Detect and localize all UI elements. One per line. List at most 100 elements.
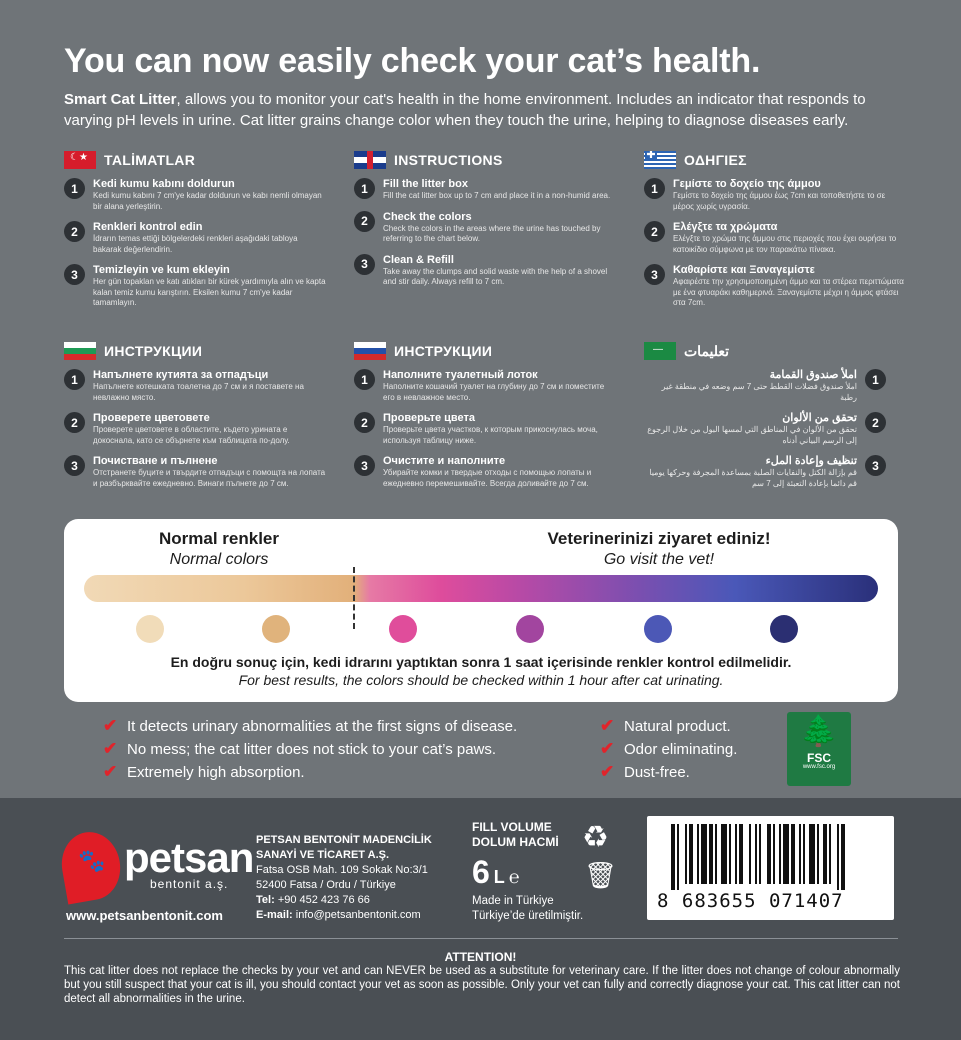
tr-flag-icon [64, 151, 96, 169]
step-title: Check the colors [383, 210, 472, 223]
step-title: Kedi kumu kabını doldurun [93, 178, 235, 190]
note-en: For best results, the colors should be c… [238, 672, 724, 688]
normal-colors-en: Normal colors [169, 551, 269, 568]
tel-value: +90 452 423 76 66 [277, 894, 370, 906]
color-dot [770, 615, 798, 643]
lang-header: INSTRUCTIONS [354, 150, 616, 170]
lang-title: ΟΔΗΓΙΕΣ [684, 152, 747, 168]
barcode-bar [701, 824, 707, 884]
vet-caption: Veterinerinizi ziyaret ediniz! Go visit … [464, 529, 854, 569]
step-description: Проверьте цвета участков, к которым прик… [383, 425, 598, 445]
fill-volume-en: FILL VOLUME [472, 820, 552, 834]
lang-title: INSTRUCTIONS [394, 152, 503, 168]
intro-bold: Smart Cat Litter [64, 91, 177, 108]
instruction-step: 2 Ελέγξτε τα χρώματα Ελέγξτε το χρώμα της … [644, 221, 906, 255]
fill-volume-tr: DOLUM HACMİ [472, 835, 559, 849]
step-number: 2 [64, 412, 85, 433]
instruction-step: 2 Проверете цветовете Проверете цветовете … [64, 412, 326, 446]
feature-item: ✔ No mess; the cat litter does not stick … [103, 739, 496, 759]
ru-flag-icon [354, 342, 386, 360]
vet-tr: Veterinerinizi ziyaret ediniz! [547, 529, 771, 548]
lang-title: ИНСТРУКЦИИ [104, 343, 203, 359]
lang-header: ИНСТРУКЦИИ [354, 341, 616, 361]
instruction-step: 2 Check the colors Check the colors in the… [354, 210, 616, 245]
normal-colors-tr: Normal renkler [159, 529, 279, 548]
barcode-bar [809, 824, 815, 884]
step-title: Καθαρίστε και Ξαναγεμίστε [673, 264, 815, 276]
barcode-bar [685, 824, 687, 884]
check-icon: ✔ [600, 762, 615, 781]
normal-colors-caption: Normal renkler Normal colors [104, 529, 334, 569]
barcode-bar [735, 824, 737, 884]
lang-title: ИНСТРУКЦИИ [394, 343, 493, 359]
volume-number: 6 [472, 854, 490, 890]
check-icon: ✔ [600, 716, 615, 735]
instruction-step: 1 Напълнете кутията за отпадъци Напълнете … [64, 369, 326, 403]
made-in-tr: Türkiye’de üretilmiştir. [472, 910, 584, 922]
step-description: İdrarın temas ettiği bölgelerdeki renkle… [93, 234, 298, 254]
feature-text: Odor eliminating. [624, 740, 738, 758]
barcode-bar [837, 824, 839, 890]
feature-text: Natural product. [624, 717, 731, 735]
sa-flag-icon [644, 342, 676, 360]
email-value[interactable]: info@petsanbentonit.com [295, 909, 421, 921]
step-number: 2 [64, 221, 85, 242]
paw-drop-icon: 🐾 [56, 827, 126, 905]
step-description: Take away the clumps and solid waste wit… [383, 266, 608, 287]
step-number: 1 [64, 369, 85, 390]
barcode-bar [739, 824, 743, 884]
step-description: Her gün topaklan ve katı atıkları bir kü… [93, 277, 326, 307]
step-description: املأ صندوق فضلات القطط حتى 7 سم وضعه في … [661, 382, 857, 402]
step-title: Clean & Refill [383, 253, 454, 266]
step-number: 2 [644, 221, 665, 242]
volume-unit: L [493, 867, 505, 887]
made-in: Made in Türkiye Türkiye’de üretilmiştir. [472, 894, 583, 924]
color-dot [516, 615, 544, 643]
step-number: 2 [354, 412, 375, 433]
barcode-bar [799, 824, 801, 884]
email-label: E-mail: [256, 909, 293, 921]
address-line-2: 52400 Fatsa / Ordu / Türkiye [256, 879, 396, 891]
step-title: تحقق من الألوان [782, 412, 857, 424]
check-icon: ✔ [103, 762, 118, 781]
step-number: 3 [354, 253, 375, 275]
fsc-label: FSC [807, 751, 831, 765]
check-icon: ✔ [103, 739, 118, 758]
instruction-step: 3 Clean & Refill Take away the clumps and … [354, 253, 616, 288]
check-icon: ✔ [103, 716, 118, 735]
feature-text: It detects urinary abnormalities at the … [127, 717, 518, 735]
step-title: Ελέγξτε τα χρώματα [673, 221, 778, 233]
company-info: PETSAN BENTONİT MADENCİLİK SANAYİ VE TİC… [256, 833, 432, 923]
step-description: Убирайте комки и твердые отходы с помощь… [383, 468, 592, 488]
feature-item: ✔ Odor eliminating. [600, 739, 737, 759]
step-title: Очистите и наполните [383, 455, 506, 467]
step-description: Kedi kumu kabını 7 cm'ye kadar doldurun … [93, 191, 322, 211]
instruction-step: 1 Γεμίστε το δοχείο της άμμου Γεμίστε το δ… [644, 178, 906, 212]
step-title: Наполните туалетный лоток [383, 369, 538, 381]
step-title: Проверете цветовете [93, 412, 210, 424]
barcode-bar [773, 824, 775, 884]
step-title: Temizleyin ve kum ekleyin [93, 264, 230, 276]
fsc-logo: 🌲 FSC www.fsc.org [787, 712, 851, 786]
step-description: Γεμίστε το δοχείο της άμμου έως 7cm και … [673, 191, 886, 211]
brand-sub: bentonit a.ş. [150, 877, 229, 891]
step-title: Fill the litter box [383, 178, 468, 190]
check-icon: ✔ [600, 739, 615, 758]
gr-flag-icon [644, 151, 676, 169]
instruction-step: 2 تحقق من الألوان تحقق من الألوان في المنا… [644, 412, 886, 446]
step-description: Проверете цветовете в областите, където … [93, 425, 290, 445]
step-description: Check the colors in the areas where the … [383, 223, 601, 244]
tel-label: Tel: [256, 894, 275, 906]
feature-text: Dust-free. [624, 763, 690, 781]
company-name-2: SANAYİ VE TİCARET A.Ş. [256, 849, 390, 861]
instruction-step: 1 املأ صندوق القمامة املأ صندوق فضلات القط… [644, 369, 886, 403]
step-description: Отстранете буците и твърдите отпадъци с … [93, 468, 326, 488]
step-title: تنظيف وإعادة الملء [765, 455, 857, 467]
step-description: Наполните кошачий туалет на глубину до 7… [383, 382, 605, 402]
instruction-step: 3 Почистване и пълнене Отстранете буците и… [64, 455, 326, 489]
instructions-turkish: TALİMATLAR 1 Kedi kumu kabını doldurunKedi… [64, 150, 326, 318]
step-number: 1 [644, 178, 665, 199]
website-link[interactable]: www.petsanbentonit.com [66, 908, 223, 923]
volume-value: 6 L ℮ [472, 854, 520, 891]
